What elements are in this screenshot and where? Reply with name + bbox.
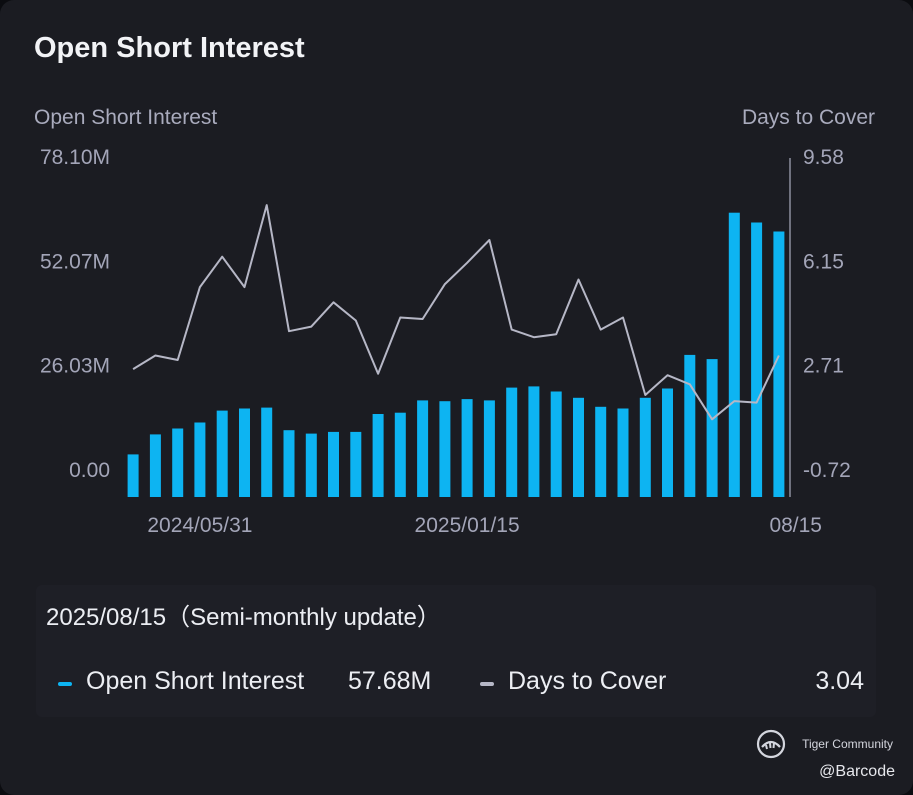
logo-text: Tiger Community [802, 737, 893, 751]
osi-bar [394, 412, 406, 497]
osi-bar [328, 431, 339, 497]
left-tick-label: 78.10M [40, 146, 110, 169]
osi-bar [239, 408, 250, 497]
osi-bar [483, 400, 495, 497]
osi-bar [172, 428, 184, 497]
right-axis-title: Days to Cover [741, 106, 875, 129]
chart-title: Open Short Interest [34, 32, 305, 64]
osi-bar [528, 386, 540, 497]
left-tick-label: 26.03M [40, 355, 110, 378]
osi-bar [639, 397, 651, 497]
osi-bar [751, 222, 763, 497]
osi-bar [439, 401, 451, 497]
osi-bar [506, 387, 518, 497]
osi-bar [417, 400, 429, 497]
left-tick-label: 52.07M [40, 250, 110, 273]
osi-bar [305, 433, 317, 497]
right-tick-label: 6.15 [803, 250, 844, 273]
summary-date: 2025/08/15（Semi-monthly update） [46, 604, 441, 631]
dtc-legend-marker [480, 682, 494, 686]
left-axis-title: Open Short Interest [34, 106, 218, 129]
osi-bar [216, 410, 228, 497]
osi-legend-label: Open Short Interest [86, 667, 305, 695]
osi-bar [595, 406, 607, 497]
osi-bar [728, 212, 740, 497]
right-tick-label: 9.58 [803, 146, 844, 169]
osi-bar [662, 388, 673, 497]
osi-bar [684, 354, 696, 497]
x-tick-label: 2024/05/31 [147, 514, 252, 537]
days-to-cover-line [132, 204, 780, 421]
osi-bar [149, 434, 161, 497]
tiger-logo-icon [756, 729, 786, 759]
osi-legend-marker [58, 682, 72, 686]
osi-bar [372, 414, 384, 497]
author-handle: @Barcode [819, 763, 895, 780]
summary-panel: 2025/08/15（Semi-monthly update） Open Sho… [36, 585, 876, 717]
x-tick-label: 08/15 [769, 514, 822, 537]
osi-bar [194, 422, 206, 497]
osi-bar [350, 431, 362, 497]
left-tick-label: 0.00 [69, 459, 110, 482]
osi-bar [283, 430, 295, 497]
osi-value: 57.68M [348, 667, 432, 695]
summary-legend: Open Short Interest 57.68M Days to Cover… [36, 667, 876, 703]
osi-bar [706, 359, 718, 497]
osi-bar [573, 397, 584, 497]
x-tick-label: 2025/01/15 [415, 514, 520, 537]
osi-bar [617, 408, 629, 497]
dtc-legend-label: Days to Cover [508, 667, 667, 695]
osi-bar [261, 407, 273, 497]
dtc-value: 3.04 [815, 667, 864, 695]
osi-bar [550, 391, 562, 497]
short-interest-chart: 78.10M 52.07M 26.03M 0.00 9.58 6.15 2.71 -0.72… [40, 146, 851, 537]
right-tick-label: 2.71 [803, 355, 844, 378]
right-tick-label: -0.72 [803, 459, 851, 482]
osi-bar [461, 399, 473, 497]
osi-bar [773, 231, 785, 497]
osi-bar [127, 454, 139, 497]
